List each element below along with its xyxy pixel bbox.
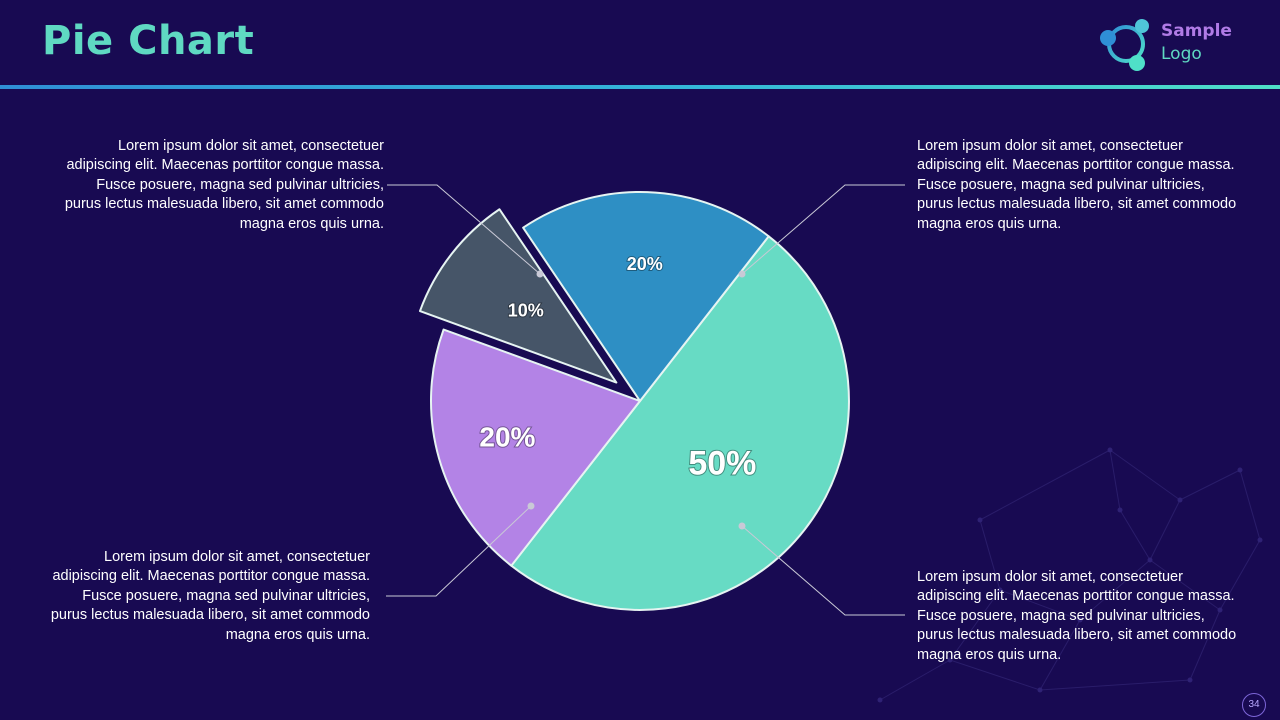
bg-network-link [879,659,951,701]
logo-text-logo: Logo [1161,44,1202,64]
callout-leader-dot [738,270,746,278]
pie-slice-label: 50% [688,444,756,482]
callout-leader-dot [536,270,544,278]
bg-network-link [1119,509,1151,561]
bg-network-node [947,657,953,663]
callout-top-right: Lorem ipsum dolor sit amet, consectetuer… [917,138,1237,232]
bg-network-node [1237,467,1243,473]
bg-network-node [1147,557,1153,563]
pie-slice [418,208,618,384]
pie-slice-label: 10% [508,301,544,321]
callout-leader-line [387,184,541,275]
callout-leader-line [386,505,532,597]
callout-leader-dot [738,522,746,530]
pie-slice [430,328,641,567]
bg-network-link [1109,449,1181,501]
logo-text-sample: Sample [1161,21,1232,41]
callout-top-left: Lorem ipsum dolor sit amet, consectetuer… [64,138,384,232]
bg-network-link [1219,539,1261,611]
callout-bottom-left: Lorem ipsum dolor sit amet, consectetuer… [50,549,370,643]
sample-logo-icon [1100,19,1149,71]
bg-network-link [1039,679,1191,691]
callout-leader-line [741,184,905,275]
bg-network-node [977,517,983,523]
bg-network-link [1189,609,1221,681]
bg-network-link [949,659,1041,691]
bg-network-node [997,587,1003,593]
bg-network-node [1077,617,1083,623]
pie-slice-label: 20% [627,254,663,274]
page-title: Pie Chart [42,18,255,64]
bg-network-link [999,589,1081,621]
pie-slice [522,191,770,402]
callout-leader-line [741,525,905,616]
bg-network-link [1079,559,1151,621]
bg-network-link [1039,619,1081,691]
bg-network-node [1177,497,1183,503]
bg-network-link [1109,449,1121,511]
bg-network-node [877,697,883,703]
bg-network-node [1107,447,1113,453]
bg-network-node [1257,537,1263,543]
pie-slice [510,235,850,611]
bg-network-link [979,449,1111,521]
pie-slice-label: 20% [479,421,535,452]
bg-network-link [1149,499,1181,561]
bg-network-link [1179,469,1241,501]
page-number: 34 [1242,693,1266,717]
header-divider [0,85,1280,89]
bg-network-link [1239,469,1261,541]
bg-network-node [1117,507,1123,513]
bg-network-node [1037,687,1043,693]
bg-network-node [1187,677,1193,683]
bg-network-link [979,519,1001,591]
bg-network-link [1149,559,1221,611]
callout-bottom-right: Lorem ipsum dolor sit amet, consectetuer… [917,569,1237,663]
callout-leader-dot [527,502,535,510]
bg-network-node [1217,607,1223,613]
bg-network-link [949,589,1001,661]
